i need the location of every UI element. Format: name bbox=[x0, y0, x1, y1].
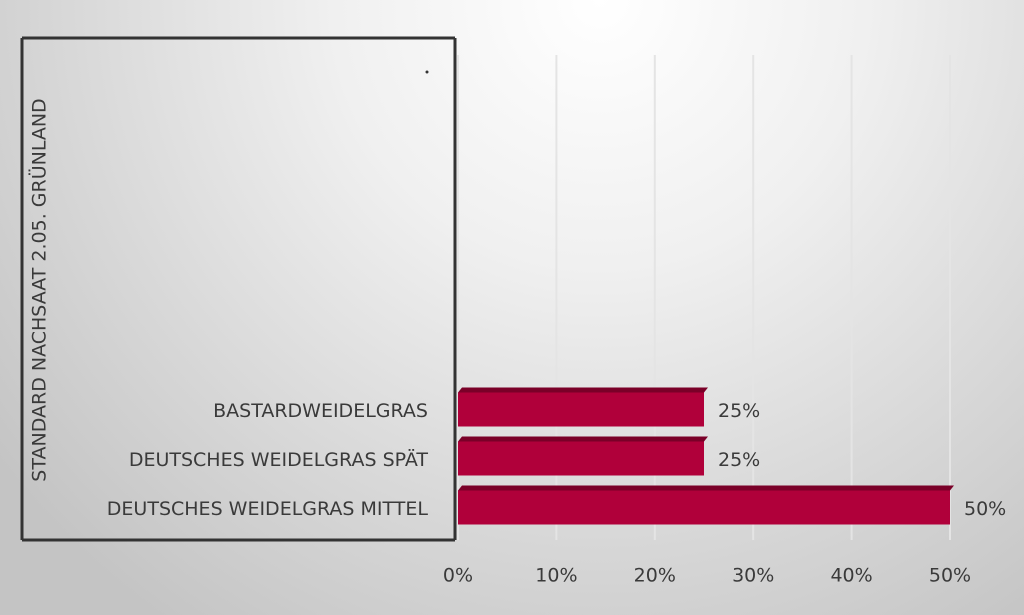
y-axis-label: STANDARD NACHSAAT 2.05. GRÜNLAND bbox=[28, 98, 51, 481]
y-tick-label: DEUTSCHES WEIDELGRAS MITTEL bbox=[107, 498, 429, 520]
bar bbox=[458, 392, 704, 427]
x-tick-label: 40% bbox=[830, 565, 872, 587]
x-tick-label: 30% bbox=[732, 565, 774, 587]
bar-top-edge bbox=[458, 387, 708, 393]
bar-top-edge bbox=[458, 436, 708, 442]
bar bbox=[458, 490, 950, 525]
dot bbox=[425, 70, 429, 74]
y-tick-label: BASTARDWEIDELGRAS bbox=[213, 400, 428, 422]
bar-top-edge bbox=[458, 485, 954, 491]
y-tick-label: DEUTSCHES WEIDELGRAS SPÄT bbox=[129, 448, 429, 471]
value-label: 25% bbox=[718, 400, 760, 422]
value-label: 25% bbox=[718, 449, 760, 471]
x-tick-label: 20% bbox=[634, 565, 676, 587]
x-tick-label: 50% bbox=[929, 565, 971, 587]
category-frame bbox=[20, 36, 457, 542]
x-tick-label: 10% bbox=[535, 565, 577, 587]
x-tick-label: 0% bbox=[443, 565, 473, 587]
value-label: 50% bbox=[964, 498, 1006, 520]
bar bbox=[458, 441, 704, 476]
